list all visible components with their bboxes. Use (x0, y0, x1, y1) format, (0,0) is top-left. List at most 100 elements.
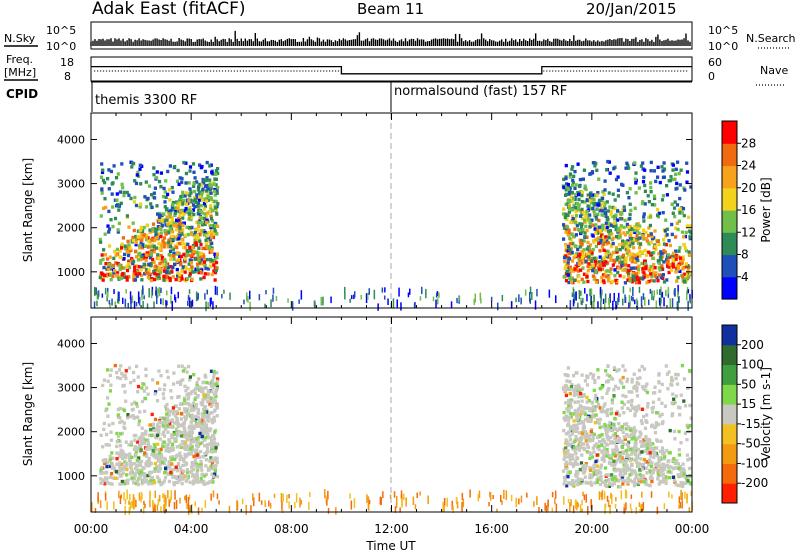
echo-cell (608, 374, 612, 378)
echo-cell (187, 262, 191, 266)
echo-cell (205, 176, 209, 180)
echo-cell (576, 447, 580, 451)
echo-cell (590, 433, 594, 437)
echo-cell (146, 473, 150, 478)
echo-cell (193, 387, 197, 391)
echo-cell (106, 368, 110, 372)
echo-cell (622, 275, 626, 279)
echo-cell (578, 413, 582, 417)
echo-cell (162, 430, 166, 434)
echo-cell (105, 464, 109, 469)
echo-cell (583, 218, 587, 222)
echo-cell (141, 466, 145, 470)
echo-cell (589, 172, 593, 176)
echo-cell (209, 404, 213, 408)
echo-cell (633, 441, 637, 446)
echo-cell (153, 277, 157, 282)
echo-cell (648, 458, 652, 462)
colorbar-swatch (722, 443, 737, 464)
colorbar-swatch (722, 143, 737, 167)
echo-cell (168, 499, 170, 507)
echo-cell (634, 429, 638, 433)
echo-cell (265, 290, 267, 295)
echo-cell (632, 296, 634, 302)
echo-cell (585, 235, 589, 239)
echo-cell (190, 232, 194, 237)
echo-cell (207, 427, 211, 432)
colorbar-swatch (722, 210, 737, 233)
echo-cell (674, 257, 678, 261)
echo-cell (687, 369, 692, 373)
echo-cell (215, 379, 219, 384)
echo-cell (551, 492, 554, 498)
echo-cell (681, 469, 685, 474)
echo-cell (627, 269, 631, 273)
echo-cell (206, 433, 210, 437)
nave-tick-top: 60 (708, 56, 722, 69)
echo-cell (674, 270, 678, 274)
echo-cell (657, 261, 661, 265)
echo-cell (178, 423, 182, 428)
echo-cell (133, 195, 137, 200)
echo-cell (177, 430, 181, 434)
echo-cell (155, 465, 159, 469)
echo-cell (184, 495, 186, 501)
echo-cell (623, 233, 627, 237)
echo-cell (200, 164, 204, 169)
echo-cell (635, 456, 639, 460)
echo-cell (133, 179, 137, 183)
colorbar-swatch (722, 463, 737, 484)
echo-cell (676, 267, 680, 271)
echo-cell (163, 190, 167, 194)
echo-cell (656, 213, 660, 217)
echo-cell (111, 274, 115, 278)
echo-cell (599, 475, 603, 479)
echo-cell (162, 245, 166, 249)
echo-cell (626, 239, 630, 243)
echo-cell (188, 249, 193, 253)
echo-cell (602, 238, 606, 242)
echo-cell (643, 444, 647, 448)
echo-cell (148, 460, 152, 465)
echo-cell (595, 469, 599, 474)
echo-cell (188, 378, 192, 382)
echo-cell (405, 497, 407, 507)
echo-cell (562, 428, 566, 433)
echo-cell (139, 202, 143, 206)
echo-cell (634, 281, 639, 285)
echo-cell (130, 303, 132, 309)
echo-cell (102, 248, 106, 252)
echo-cell (645, 382, 649, 386)
echo-cell (600, 443, 604, 448)
echo-cell (206, 187, 210, 191)
echo-cell (107, 230, 111, 234)
echo-cell (568, 248, 572, 252)
echo-cell (94, 508, 97, 513)
echo-cell (618, 460, 622, 464)
echo-cell (684, 262, 688, 266)
echo-cell (212, 383, 216, 387)
echo-cell (147, 253, 152, 258)
echo-cell (597, 421, 601, 425)
echo-cell (595, 193, 599, 197)
echo-cell (187, 295, 190, 301)
echo-cell (584, 254, 588, 258)
echo-cell (180, 198, 184, 203)
echo-cell (582, 248, 586, 252)
echo-cell (658, 256, 662, 260)
echo-cell (688, 481, 692, 485)
echo-cell (349, 493, 351, 499)
echo-cell (497, 302, 499, 311)
echo-cell (117, 368, 122, 372)
echo-cell (169, 212, 173, 216)
echo-cell (327, 508, 330, 514)
power-echoes (93, 159, 693, 312)
echo-cell (215, 189, 219, 193)
echo-cell (108, 255, 112, 259)
echo-cell (622, 268, 626, 272)
echo-cell (648, 223, 652, 228)
echo-cell (161, 239, 165, 243)
echo-cell (138, 469, 142, 473)
echo-cell (628, 216, 632, 221)
